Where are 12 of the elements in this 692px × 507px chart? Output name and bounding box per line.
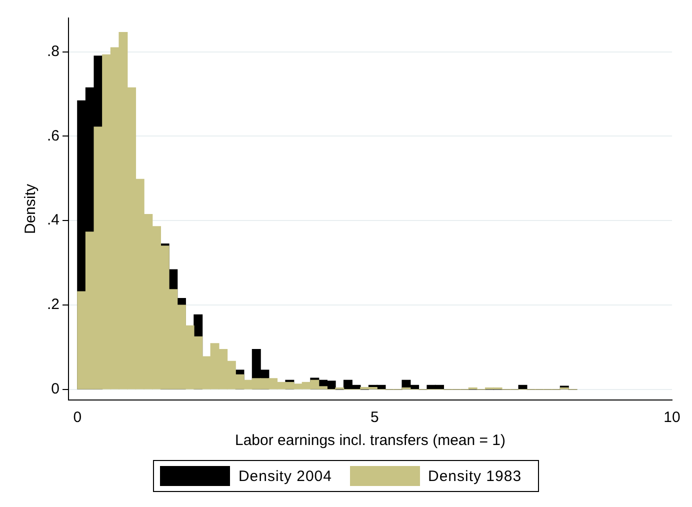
legend-label: Density 2004 — [238, 468, 332, 484]
y-tick-label: 0 — [51, 380, 60, 398]
y-tick-label: .4 — [46, 212, 60, 229]
y-axis-title: Density — [22, 184, 40, 234]
x-tick-label: 10 — [664, 409, 680, 426]
x-tick-label: 5 — [370, 409, 379, 426]
y-tick-label: .6 — [46, 127, 60, 144]
y-tick-label: .8 — [46, 42, 60, 60]
y-tick-label: .2 — [46, 296, 60, 314]
x-axis-title: Labor earnings incl. transfers (mean = 1) — [234, 432, 506, 450]
legend-label: Density 1983 — [428, 468, 522, 484]
x-tick-label: 0 — [73, 409, 82, 426]
